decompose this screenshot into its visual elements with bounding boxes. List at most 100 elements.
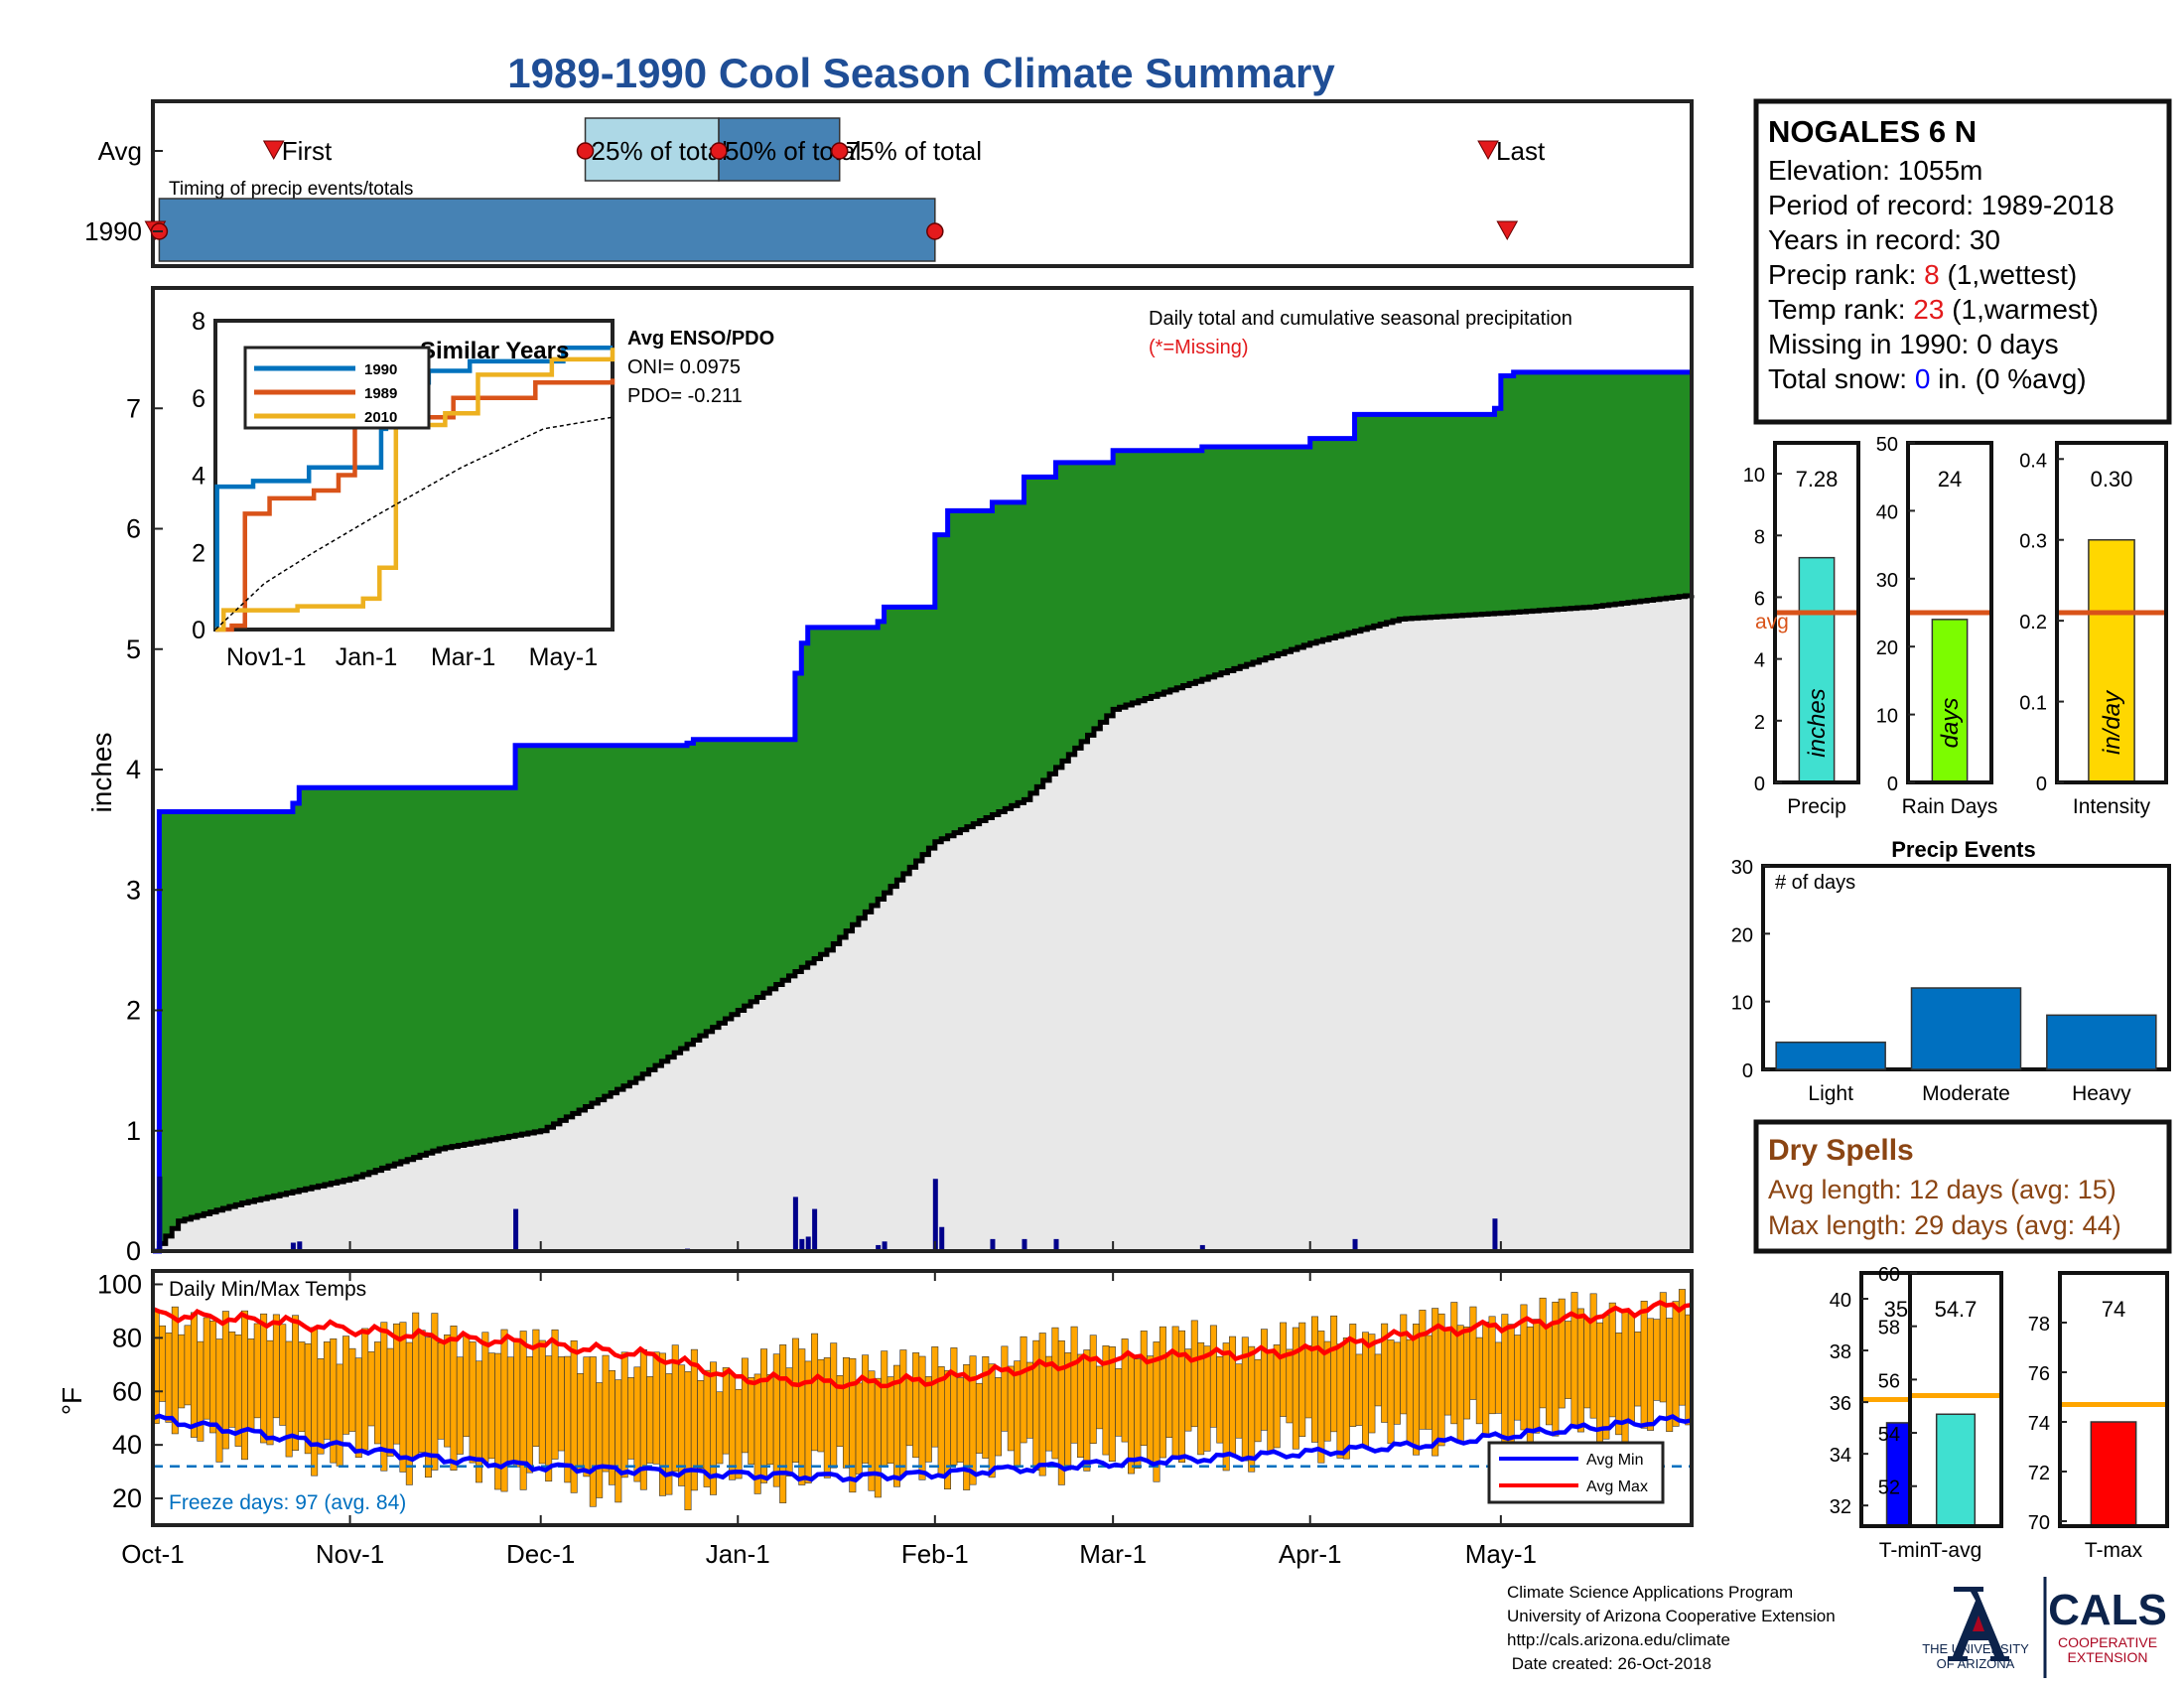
daily-temp-bar xyxy=(811,1333,819,1452)
daily-temp-bar xyxy=(1147,1355,1155,1463)
daily-temp-bar xyxy=(646,1376,654,1464)
intensity-summary-y-tick: 0.3 xyxy=(2019,531,2047,553)
daily-precip-bar xyxy=(882,1241,887,1251)
main-y-tick-label: 1 xyxy=(126,1116,141,1146)
x-tick-label: Jan-1 xyxy=(706,1539,770,1569)
daily-temp-bar xyxy=(791,1337,799,1464)
daily-temp-bar xyxy=(1209,1325,1217,1428)
daily-temp-bar xyxy=(716,1391,724,1465)
daily-temp-bar xyxy=(1304,1344,1312,1419)
daily-temp-bar xyxy=(697,1380,705,1470)
event-bar-light xyxy=(1775,1041,1886,1070)
tmax-summary-y-tick: 70 xyxy=(2028,1512,2050,1534)
daily-temp-bar xyxy=(323,1341,331,1440)
cals-logo-text: CALS xyxy=(2048,1586,2167,1634)
ua-line1: THE UNIVERSITY xyxy=(1922,1641,2029,1656)
daily-temp-bar xyxy=(975,1382,983,1454)
daily-temp-bar xyxy=(292,1315,300,1452)
daily-temp-bar xyxy=(887,1376,894,1465)
daily-temp-bar xyxy=(1280,1322,1288,1417)
station-info-text: NOGALES 6 N Elevation: 1055m Period of r… xyxy=(1768,111,2165,396)
daily-temp-bar xyxy=(1640,1301,1648,1429)
daily-temp-bar xyxy=(1437,1313,1445,1447)
daily-temp-bar xyxy=(1045,1355,1053,1452)
daily-precip-bar xyxy=(1492,1218,1498,1251)
dry-spells-max: Max length: 29 days (avg: 44) xyxy=(1768,1210,2121,1240)
station-elevation: Elevation: 1055m xyxy=(1768,155,1983,186)
daily-temp-bar xyxy=(1128,1353,1135,1475)
daily-temp-bar xyxy=(988,1363,996,1478)
coop-line2: EXTENSION xyxy=(2068,1649,2148,1665)
timing-first-label: First xyxy=(282,136,333,166)
station-precip-rank: Precip rank: 8 (1,wettest) xyxy=(1768,257,2165,292)
precip-summary-y-tick: 4 xyxy=(1754,650,1765,672)
daily-temp-bar xyxy=(1076,1353,1084,1459)
intensity-summary-y-tick: 0.2 xyxy=(2019,612,2047,633)
daily-temp-bar xyxy=(1038,1333,1046,1477)
enso-oni: ONI= 0.0975 xyxy=(627,356,741,378)
inset-x-tick-label: Nov1-1 xyxy=(226,643,307,671)
station-missing: Missing in 1990: 0 days xyxy=(1768,329,2059,359)
daily-precip-bar xyxy=(876,1244,882,1251)
daily-temp-bar xyxy=(596,1382,604,1498)
daily-temp-bar xyxy=(178,1334,186,1409)
daily-temp-bar xyxy=(298,1341,306,1433)
daily-temp-bar xyxy=(1647,1318,1655,1431)
snow-label: Total snow: xyxy=(1768,363,1915,394)
timing-1990-box xyxy=(158,198,936,262)
daily-temp-bar xyxy=(437,1342,445,1440)
daily-caption: Daily total and cumulative seasonal prec… xyxy=(1149,308,1572,330)
x-tick-label: Mar-1 xyxy=(1079,1539,1147,1569)
daily-temp-bar xyxy=(513,1339,521,1468)
precip-summary-y-tick: 2 xyxy=(1754,712,1765,734)
intensity-summary-bar xyxy=(2088,538,2135,783)
daily-temp-bar xyxy=(247,1338,255,1432)
daily-temp-bar xyxy=(1443,1330,1451,1416)
station-years: Years in record: 30 xyxy=(1768,224,2000,255)
precip-summary-unit-label: inches xyxy=(1804,688,1831,757)
daily-temp-bar xyxy=(1533,1319,1541,1434)
daily-temp-bar xyxy=(469,1341,477,1464)
raindays-summary-axis-label: Rain Days xyxy=(1902,795,1998,818)
timing-caption: Timing of precip events/totals xyxy=(169,179,413,200)
daily-temp-bar xyxy=(1634,1332,1642,1407)
daily-temp-bar xyxy=(779,1344,787,1503)
daily-temp-bar xyxy=(1096,1365,1104,1430)
freeze-days-text: Freeze days: 97 (avg. 84) xyxy=(169,1491,406,1514)
legend-avg-max-label: Avg Max xyxy=(1586,1478,1648,1495)
daily-temp-bar xyxy=(817,1358,825,1453)
dry-spells-frame xyxy=(1753,1119,2172,1254)
daily-temp-bar xyxy=(215,1338,223,1463)
daily-temp-bar xyxy=(1545,1324,1553,1426)
temp-rank-suffix: (1,warmest) xyxy=(1944,294,2100,325)
daily-temp-bar xyxy=(931,1346,939,1448)
dry-spells-title: Dry Spells xyxy=(1768,1134,1914,1167)
timing-q25-label: 25% of total xyxy=(592,136,728,166)
inset-x-tick-label: Jan-1 xyxy=(336,643,398,671)
daily-precip-bar xyxy=(932,1179,938,1251)
daily-temp-bar xyxy=(881,1350,888,1468)
daily-temp-bar xyxy=(722,1367,730,1455)
daily-temp-bar xyxy=(526,1356,534,1474)
daily-temp-bar xyxy=(1064,1352,1072,1471)
tavg-summary-y-tick: 56 xyxy=(1878,1370,1900,1392)
daily-temp-bar xyxy=(487,1352,495,1460)
temp-ylabel: °F xyxy=(57,1387,87,1415)
tavg-summary-value-label: 54.7 xyxy=(1935,1297,1978,1322)
daily-temp-bar xyxy=(1615,1333,1623,1436)
daily-temp-bar xyxy=(1374,1353,1382,1407)
ua-letter-a-inner-icon xyxy=(1973,1616,1984,1631)
daily-temp-bar xyxy=(1310,1316,1318,1443)
tavg-summary-y-tick: 60 xyxy=(1878,1264,1900,1286)
raindays-summary-y-tick: 30 xyxy=(1876,570,1898,592)
daily-temp-bar xyxy=(405,1341,413,1485)
temp-y-tick-label: 40 xyxy=(112,1430,142,1460)
daily-temp-bar xyxy=(918,1355,926,1480)
raindays-summary-unit-label: days xyxy=(1937,698,1964,749)
daily-temp-bar xyxy=(1083,1349,1091,1472)
intensity-summary-y-tick: 0.1 xyxy=(2019,693,2047,715)
tmax-summary-frame xyxy=(2058,1271,2169,1528)
precip-summary-frame xyxy=(1773,441,1860,784)
daily-temp-bar xyxy=(1298,1322,1306,1437)
inset-y-tick-label: 2 xyxy=(192,539,205,567)
